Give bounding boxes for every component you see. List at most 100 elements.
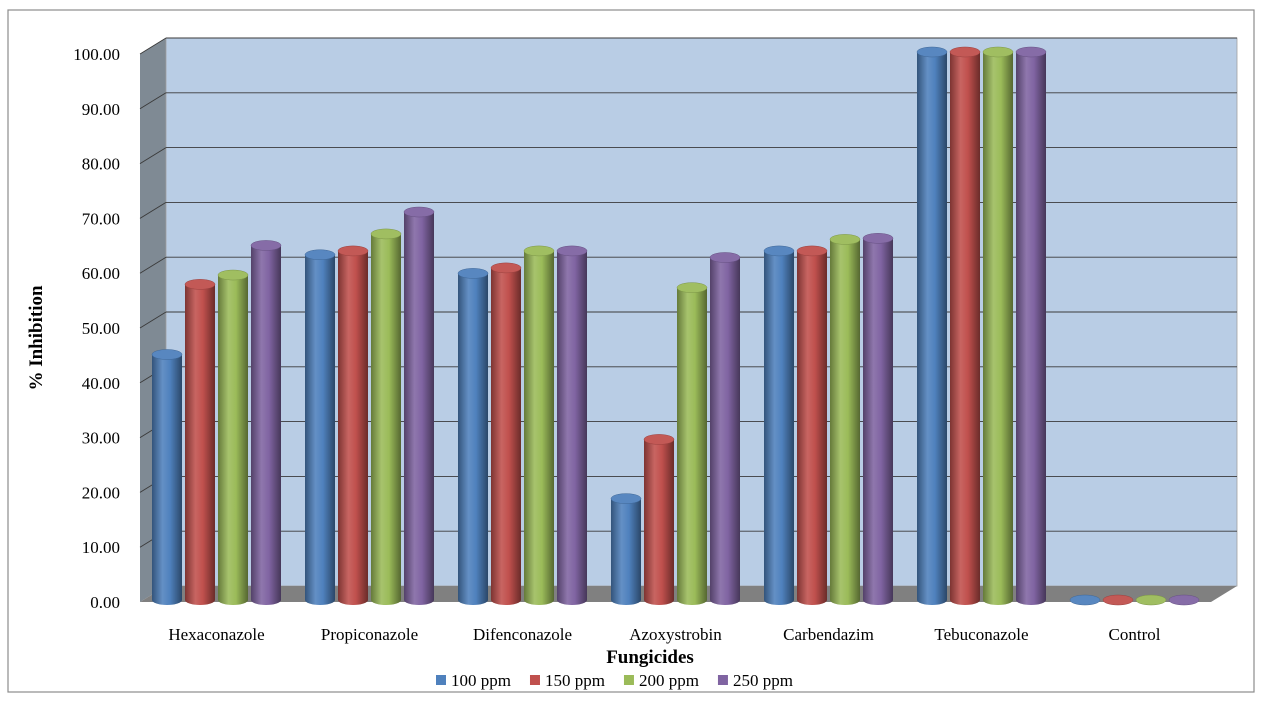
bar-top xyxy=(523,245,555,257)
y-tick-label: 10.00 xyxy=(82,538,120,557)
gridline-side xyxy=(139,202,167,219)
x-category-label: Control xyxy=(1109,625,1161,644)
bar-top xyxy=(556,245,588,257)
gridline-side xyxy=(139,147,167,164)
x-category-label: Carbendazim xyxy=(783,625,874,644)
legend-item: 150 ppm xyxy=(529,671,605,690)
bar-body xyxy=(458,273,488,605)
bar-body xyxy=(950,52,980,605)
bar xyxy=(490,262,522,605)
bar-body xyxy=(644,439,674,605)
bar xyxy=(949,46,981,605)
bar-top xyxy=(709,252,741,263)
bar xyxy=(610,493,642,605)
y-tick-label: 90.00 xyxy=(82,100,120,119)
bar xyxy=(1102,594,1134,606)
gridline-side xyxy=(139,92,167,110)
bar-body xyxy=(251,245,281,605)
x-axis-title: Fungicides xyxy=(606,647,694,668)
bar xyxy=(304,249,336,605)
legend-label: 200 ppm xyxy=(639,671,699,690)
bar-top xyxy=(490,262,522,274)
bar xyxy=(337,245,369,605)
bar-body xyxy=(830,239,860,605)
bar-top xyxy=(457,268,489,279)
x-axis-categories: Hexaconazole Propiconazole Difenconazole Az… xyxy=(168,625,1160,644)
bar-top xyxy=(250,240,282,251)
bar xyxy=(556,245,588,605)
bar xyxy=(1015,46,1047,605)
bar-top xyxy=(862,233,894,244)
bar-body xyxy=(371,233,401,605)
bar-top xyxy=(1015,46,1047,58)
bar-body xyxy=(983,52,1013,605)
gridline-side xyxy=(139,256,167,274)
y-tick-label: 30.00 xyxy=(82,429,120,448)
bar xyxy=(403,206,435,606)
bar xyxy=(151,349,183,605)
bar xyxy=(1069,594,1101,606)
x-category-label: Hexaconazole xyxy=(168,625,264,644)
bar-top xyxy=(982,46,1014,58)
y-tick-label: 100.00 xyxy=(73,45,120,64)
legend-swatch xyxy=(529,675,540,685)
y-axis-title: % Inhibition xyxy=(26,285,47,391)
bar-top xyxy=(151,349,183,360)
bar-top xyxy=(829,234,861,245)
bar-body xyxy=(710,257,740,605)
y-axis-ticks: 0.00 10.00 20.00 30.00 40.00 50.00 60.00 70.00 8… xyxy=(73,45,120,612)
bar xyxy=(457,268,489,605)
bar-top xyxy=(796,245,828,257)
bar-body xyxy=(185,284,215,605)
legend-item: 100 ppm xyxy=(436,671,511,690)
legend-label: 100 ppm xyxy=(451,671,511,690)
y-tick-label: 70.00 xyxy=(82,209,120,228)
y-tick-label: 80.00 xyxy=(82,155,120,174)
bar-top xyxy=(1069,594,1101,606)
bar-body xyxy=(218,275,248,605)
bar-body xyxy=(611,498,641,605)
bar-top xyxy=(1102,594,1134,606)
bar-body xyxy=(152,354,182,605)
bar-top xyxy=(949,46,981,58)
bars xyxy=(151,46,1200,606)
y-tick-label: 50.00 xyxy=(82,319,120,338)
x-category-label: Azoxystrobin xyxy=(629,625,722,644)
bar-top xyxy=(337,245,369,257)
bar-body xyxy=(491,267,521,605)
bar-top xyxy=(217,269,249,281)
bar-body xyxy=(917,52,947,605)
gridline-side xyxy=(139,37,167,55)
bar-top xyxy=(643,434,675,445)
bar xyxy=(643,434,675,605)
bar xyxy=(763,245,795,605)
bar-body xyxy=(764,250,794,605)
bar xyxy=(709,252,741,605)
bar xyxy=(250,240,282,605)
y-tick-label: 20.00 xyxy=(82,483,120,502)
bar xyxy=(1168,594,1200,606)
legend-item: 200 ppm xyxy=(623,671,699,690)
bar xyxy=(217,269,249,605)
bar xyxy=(796,245,828,605)
bar xyxy=(916,46,948,605)
x-category-label: Difenconazole xyxy=(473,625,572,644)
x-category-label: Tebuconazole xyxy=(934,625,1028,644)
bar-top xyxy=(403,206,435,218)
bar-top xyxy=(370,228,402,240)
bar-body xyxy=(1016,52,1046,605)
legend-item: 250 ppm xyxy=(717,671,793,690)
bar-top xyxy=(1135,594,1167,606)
bar xyxy=(1135,594,1167,606)
bar xyxy=(184,279,216,605)
bar-top xyxy=(610,493,642,504)
bar-top xyxy=(184,279,216,290)
bar-top xyxy=(763,245,795,257)
legend-swatch xyxy=(717,675,728,685)
bar xyxy=(982,46,1014,605)
bar-body xyxy=(305,254,335,605)
bar-body xyxy=(524,250,554,605)
legend: 100 ppm 150 ppm 200 ppm 250 ppm xyxy=(436,671,793,690)
